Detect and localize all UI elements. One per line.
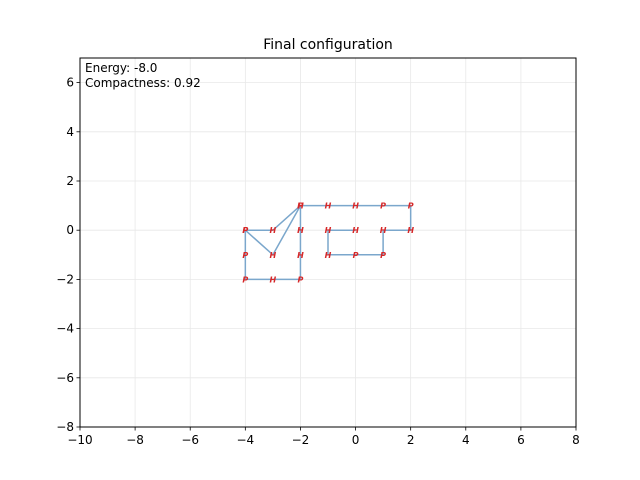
y-tick-label: −6: [56, 371, 74, 385]
chain-line: [244, 204, 412, 281]
x-tick-label: 0: [352, 433, 360, 447]
residue-h-label: H: [380, 226, 387, 235]
residue-h-label: H: [325, 251, 332, 260]
y-tick-label: 6: [66, 76, 74, 90]
x-tick-label: −8: [126, 433, 144, 447]
x-tick-label: 8: [572, 433, 580, 447]
residue-p-label: P: [242, 275, 248, 284]
x-tick-label: −2: [292, 433, 310, 447]
residue-h-label: H: [352, 202, 359, 211]
residue-p-label: P: [242, 226, 248, 235]
residue-p-label: P: [380, 251, 386, 260]
residue-h-label: H: [352, 226, 359, 235]
compactness-annotation: Compactness: 0.92: [85, 76, 201, 90]
chart-title: Final configuration: [263, 37, 393, 53]
x-tick-label: −10: [67, 433, 92, 447]
x-tick-label: −4: [236, 433, 254, 447]
residue-h-label: H: [325, 226, 332, 235]
chain: [244, 204, 412, 281]
residue-h-label: H: [325, 202, 332, 211]
residue-h-label: H: [297, 251, 304, 260]
residue-p-label: P: [353, 251, 359, 260]
y-tick-label: 0: [66, 223, 74, 237]
residue-h-label: H: [297, 202, 304, 211]
y-tick-label: −4: [56, 322, 74, 336]
plot-frame: [79, 57, 577, 428]
x-axis: −10 −8 −6 −4 −2 0 2 4 6 8: [67, 427, 580, 447]
x-tick-label: 4: [462, 433, 470, 447]
residue-p-label: P: [242, 226, 248, 235]
residue-p-label: P: [380, 202, 386, 211]
residue-h-label: H: [270, 251, 277, 260]
residue-p-label: P: [408, 202, 414, 211]
y-axis: −8 −6 −4 −2 0 2 4 6: [56, 76, 80, 434]
energy-annotation: Energy: -8.0: [85, 61, 157, 75]
residue-h-label: H: [297, 226, 304, 235]
y-tick-label: −2: [56, 272, 74, 286]
y-tick-label: 4: [66, 125, 74, 139]
y-tick-label: 2: [66, 174, 74, 188]
residue-h-label: H: [407, 226, 414, 235]
residue-p-label: P: [298, 275, 304, 284]
residue-h-label: H: [270, 275, 277, 284]
x-tick-label: 2: [407, 433, 415, 447]
residue-h-label: H: [270, 226, 277, 235]
x-tick-label: −6: [181, 433, 199, 447]
y-tick-label: −8: [56, 420, 74, 434]
residue-p-label: P: [242, 251, 248, 260]
x-tick-label: 6: [517, 433, 525, 447]
residue-p-label: P: [298, 202, 304, 211]
